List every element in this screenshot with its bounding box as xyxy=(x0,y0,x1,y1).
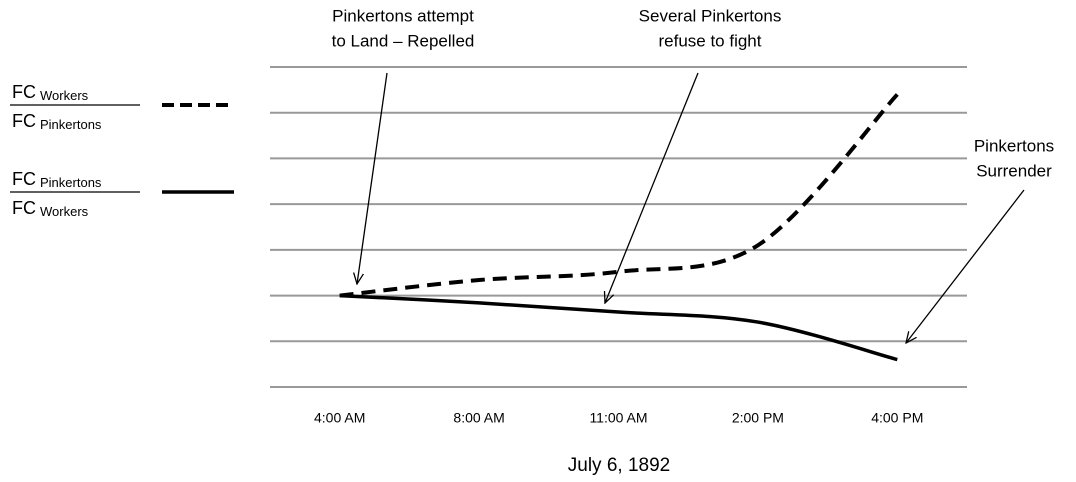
legend-main: FC xyxy=(12,198,36,218)
legend-label: FC Workers xyxy=(12,198,89,220)
annotation-text: Surrender xyxy=(976,161,1052,180)
x-tick-label: 11:00 AM xyxy=(589,410,647,426)
annotation-text: to Land – Repelled xyxy=(332,31,475,50)
series-line xyxy=(339,93,899,298)
legend-sub: Workers xyxy=(40,204,89,219)
legend-main: FC xyxy=(12,82,36,102)
legend-sub: Workers xyxy=(40,88,89,103)
x-tick-label: 8:00 AM xyxy=(453,410,504,426)
annotation-arrow xyxy=(357,72,388,284)
annotation-text: Pinkertons attempt xyxy=(332,6,474,25)
annotation-text: Several Pinkertons xyxy=(639,6,782,25)
x-axis-label: July 6, 1892 xyxy=(568,455,670,476)
annotation-text: Pinkertons xyxy=(974,136,1054,155)
annotation-arrow xyxy=(906,189,1025,343)
legend-main: FC xyxy=(12,111,36,131)
x-tick-label: 2:00 PM xyxy=(732,410,784,426)
annotation-text: refuse to fight xyxy=(658,31,761,50)
legend-label: FC Pinkertons xyxy=(12,169,102,191)
legend-sub: Pinkertons xyxy=(40,117,102,132)
legend-main: FC xyxy=(12,169,36,189)
x-tick-label: 4:00 AM xyxy=(314,410,365,426)
x-tick-label: 4:00 PM xyxy=(871,410,923,426)
legend-sub: Pinkertons xyxy=(40,175,102,190)
series-line xyxy=(339,293,898,362)
annotation-arrow xyxy=(605,72,699,303)
legend-label: FC Pinkertons xyxy=(12,111,102,133)
legend-label: FC Workers xyxy=(12,82,89,104)
